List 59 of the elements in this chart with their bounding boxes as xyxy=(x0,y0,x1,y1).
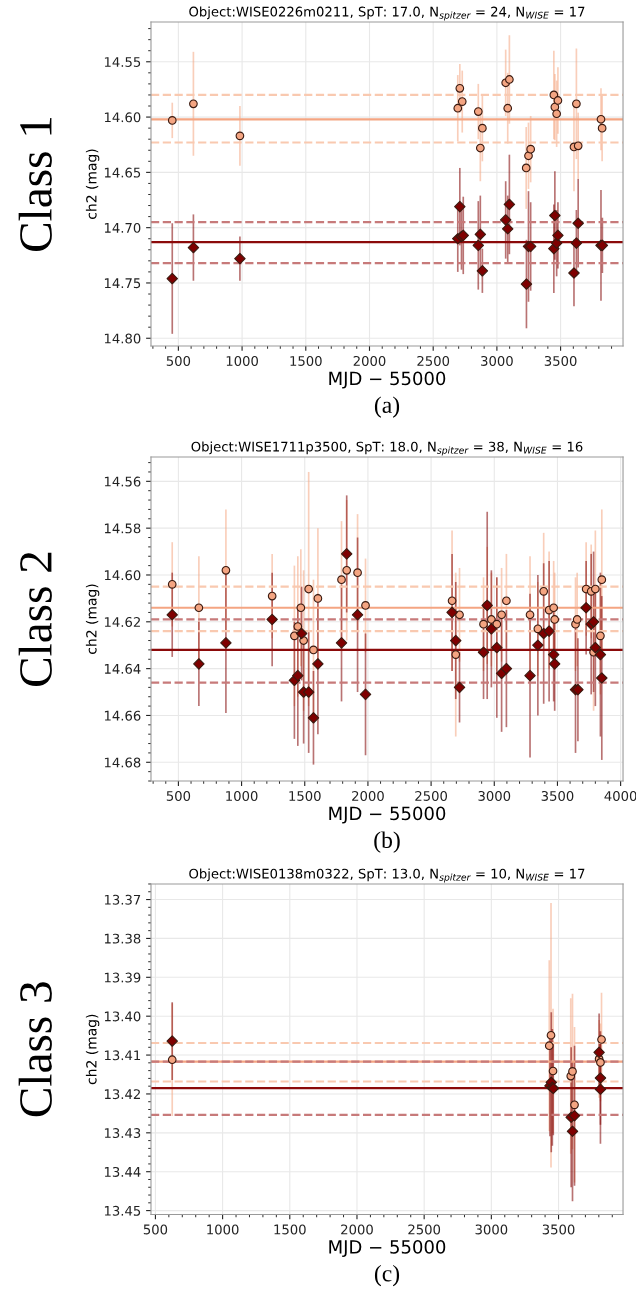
y-axis-title: ch2 (mag) xyxy=(85,1014,100,1085)
x-tick-label: 2500 xyxy=(417,355,450,366)
y-tick-label: 14.58 xyxy=(104,523,141,534)
x-tick-label: 1500 xyxy=(274,1224,306,1235)
chart-title: Object:WISE0138m0322, SpT: 13.0, N$_{spitzer}$ = 10, N$_{WISE}$ = 17 xyxy=(189,868,585,883)
y-tick-label: 14.56 xyxy=(104,476,141,487)
x-tick-label: 3500 xyxy=(542,1224,575,1235)
y-axis-title: ch2 (mag) xyxy=(85,584,100,654)
x-tick-label: 500 xyxy=(166,355,191,366)
chart-title: Object:WISE0226m0211, SpT: 17.0, N$_{spitzer}$ = 24, N$_{WISE}$ = 17 xyxy=(189,6,585,21)
x-tick-label: 500 xyxy=(143,1224,168,1235)
text: (a) xyxy=(374,396,400,418)
y-tick-label: 14.65 xyxy=(104,167,141,178)
y-tick-label: 14.75 xyxy=(104,278,141,289)
y-tick-label: 14.62 xyxy=(104,617,140,628)
y-tick-label: 14.60 xyxy=(104,112,141,123)
x-tick-label: 1000 xyxy=(226,355,258,366)
chart-title: Object:WISE1711p3500, SpT: 18.0, N$_{spitzer}$ = 38, N$_{WISE}$ = 16 xyxy=(191,441,583,456)
y-axis-title: ch2 (mag) xyxy=(85,149,100,219)
y-tick-label: 13.42 xyxy=(104,1089,140,1100)
x-tick-label: 3500 xyxy=(541,790,574,801)
x-axis-title: MJD − 55000 xyxy=(329,1240,446,1258)
x-tick-label: 1000 xyxy=(226,790,258,801)
text: (b) xyxy=(374,831,400,853)
y-tick-label: 13.38 xyxy=(104,933,141,944)
y-tick-label: 14.60 xyxy=(104,570,141,581)
x-tick-label: 3000 xyxy=(481,355,513,366)
x-axis-title: MJD − 55000 xyxy=(329,806,446,824)
text: Class 2 xyxy=(18,552,52,686)
text: Class 1 xyxy=(18,117,52,251)
x-tick-label: 2500 xyxy=(408,1224,441,1235)
y-tick-label: 13.40 xyxy=(104,1011,141,1022)
y-tick-label: 14.55 xyxy=(104,57,141,67)
text: (c) xyxy=(374,1264,400,1287)
y-tick-label: 13.45 xyxy=(104,1205,141,1216)
y-tick-label: 13.44 xyxy=(104,1166,141,1177)
x-tick-label: 1500 xyxy=(289,790,321,801)
x-tick-label: 3000 xyxy=(475,1224,508,1235)
y-tick-label: 13.43 xyxy=(104,1128,141,1139)
y-tick-label: 14.70 xyxy=(104,222,141,233)
x-tick-label: 4000 xyxy=(604,790,636,801)
x-tick-label: 2000 xyxy=(341,1224,373,1235)
text: Class 3 xyxy=(18,982,52,1117)
y-tick-label: 13.41 xyxy=(104,1050,141,1061)
y-tick-label: 14.80 xyxy=(104,333,141,344)
y-tick-label: 14.68 xyxy=(104,757,141,768)
x-tick-label: 1500 xyxy=(290,355,322,366)
y-tick-label: 13.39 xyxy=(104,972,141,983)
x-tick-label: 2000 xyxy=(353,355,386,366)
y-tick-label: 14.66 xyxy=(104,710,141,721)
x-tick-label: 2000 xyxy=(352,790,384,801)
x-tick-label: 3000 xyxy=(478,790,511,801)
x-tick-label: 2500 xyxy=(415,790,448,801)
y-tick-label: 13.37 xyxy=(104,894,141,905)
x-axis-title: MJD − 55000 xyxy=(329,371,446,389)
x-tick-label: 3500 xyxy=(544,355,577,366)
x-tick-label: 500 xyxy=(166,790,191,801)
y-tick-label: 14.64 xyxy=(104,663,141,674)
x-tick-label: 1000 xyxy=(207,1224,239,1235)
